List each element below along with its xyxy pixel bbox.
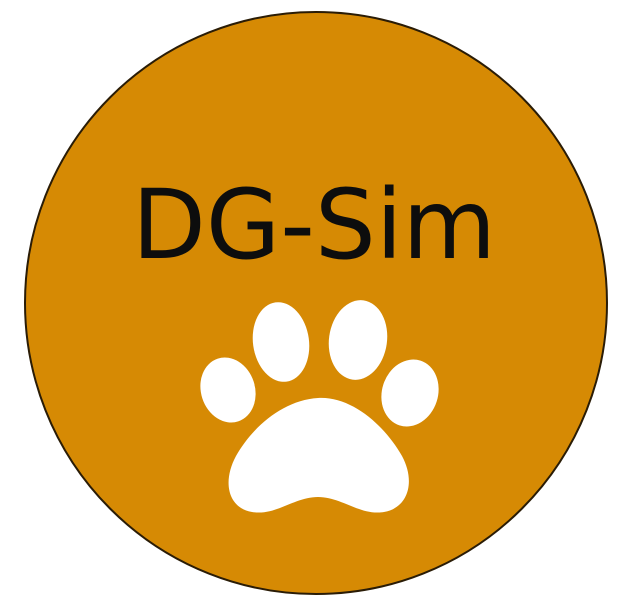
logo-title: DG-Sim [132, 169, 496, 281]
paw-print-icon [200, 300, 439, 513]
paw-toe-inner-right [328, 300, 388, 380]
logo-badge-circle [24, 11, 608, 595]
paw-toe-inner-left [252, 302, 310, 382]
paw-toe-outer-left [200, 357, 256, 423]
paw-toe-outer-right [381, 359, 439, 427]
paw-main-pad [228, 397, 409, 513]
